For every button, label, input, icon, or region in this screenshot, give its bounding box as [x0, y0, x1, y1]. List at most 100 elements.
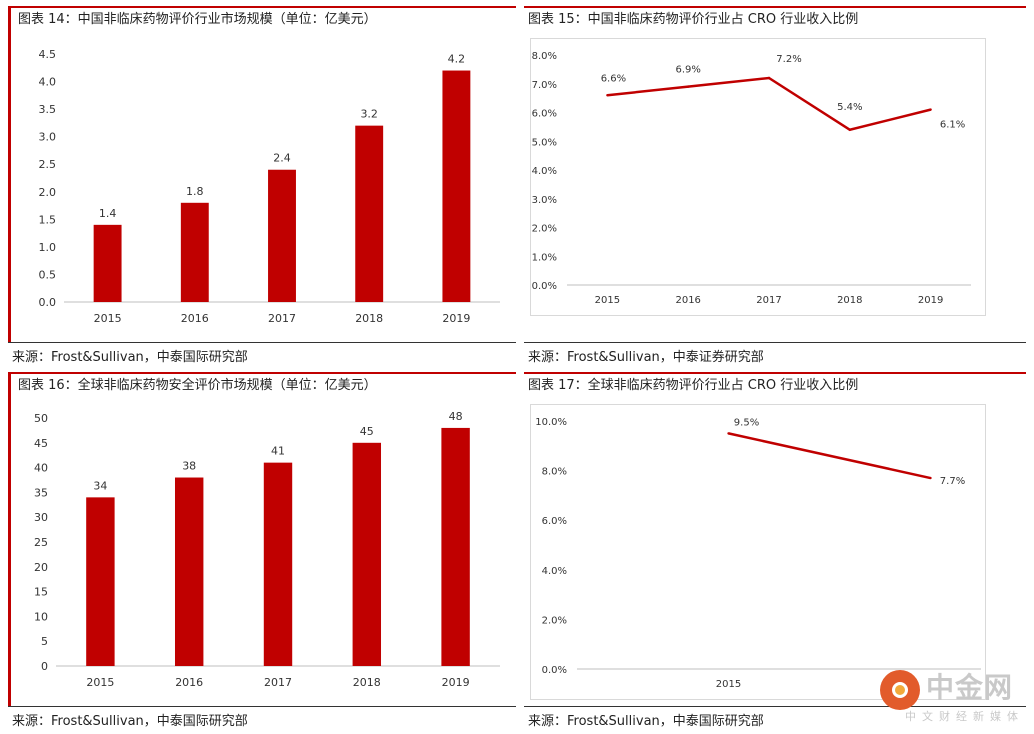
divider	[524, 342, 1026, 343]
x-tick-label: 2015	[595, 295, 620, 306]
data-label: 1.8	[186, 185, 204, 198]
y-tick-label: 0.0	[39, 296, 57, 309]
line-chart-15: 0.0% 1.0% 2.0% 3.0% 4.0% 5.0% 6.0% 7.0% 8.0% 6.6%…	[532, 51, 971, 306]
data-label: 7.2%	[776, 54, 801, 65]
y-tick-label: 20	[34, 561, 48, 574]
chart-title: 图表 15：中国非临床药物评价行业占 CRO 行业收入比例	[524, 6, 1026, 34]
y-tick-label: 5	[41, 635, 48, 648]
data-point	[767, 76, 771, 80]
y-tick-label: 3.5	[39, 103, 57, 116]
x-tick-label: 2017	[264, 676, 292, 689]
data-label: 38	[182, 460, 196, 473]
divider	[524, 706, 1026, 707]
data-label: 3.2	[360, 108, 378, 121]
chart-area: 0 5 10 15 20 25 30 35 40 45 50 34 2015 38 2016 41 2017 45…	[14, 402, 510, 706]
divider	[8, 706, 516, 707]
chart-title: 图表 14：中国非临床药物评价行业市场规模（单位：亿美元）	[8, 6, 516, 34]
watermark-tagline: 中文财经新媒体	[905, 710, 1024, 723]
y-tick-label: 10	[34, 610, 48, 623]
x-tick-label: 2016	[181, 312, 209, 325]
watermark-logo: 中金网 中文财经新媒体	[874, 664, 1024, 724]
x-tick-label: 2017	[756, 295, 781, 306]
bar-chart-14: 0.0 0.5 1.0 1.5 2.0 2.5 3.0 3.5 4.0 4.5 1.4 2015 1.8…	[39, 48, 500, 325]
y-tick-label: 1.0	[39, 241, 57, 254]
panel-chart-15: 图表 15：中国非临床药物评价行业占 CRO 行业收入比例 0.0% 1.0% 2.…	[524, 6, 1026, 368]
panel-chart-16: 图表 16：全球非临床药物安全评价市场规模（单位：亿美元） 0 5 10 15 20 25…	[8, 372, 516, 734]
chart-title: 图表 16：全球非临床药物安全评价市场规模（单位：亿美元）	[8, 372, 516, 400]
x-tick-label: 2018	[837, 295, 862, 306]
logo-icon	[880, 670, 920, 710]
y-tick-label: 50	[34, 412, 48, 425]
x-tick-label: 2019	[442, 312, 470, 325]
data-label: 2.4	[273, 152, 291, 165]
bar	[86, 497, 115, 666]
data-label: 6.9%	[675, 65, 700, 76]
bar-chart-16: 0 5 10 15 20 25 30 35 40 45 50 34 2015 38 2016 41 2017 45…	[34, 410, 500, 689]
watermark-name: 中金网	[926, 671, 1014, 704]
x-tick-label: 2015	[86, 676, 114, 689]
data-point	[929, 476, 932, 480]
y-tick-label: 2.0	[39, 186, 57, 199]
x-tick-label: 2018	[355, 312, 383, 325]
x-tick-label: 2018	[353, 676, 381, 689]
y-tick-label: 6.0%	[532, 109, 557, 120]
data-label: 45	[360, 425, 374, 438]
y-tick-label: 4.0	[39, 76, 57, 89]
bar	[441, 427, 470, 666]
x-tick-label: 2019	[918, 295, 943, 306]
x-tick-label: 2017	[268, 312, 296, 325]
y-tick-label: 0.5	[39, 268, 57, 281]
y-tick-label: 4.0%	[542, 566, 567, 577]
data-label: 1.4	[99, 207, 117, 220]
chart-area: 0.0 0.5 1.0 1.5 2.0 2.5 3.0 3.5 4.0 4.5 1.4 2015 1.8…	[14, 36, 510, 342]
y-tick-label: 2.5	[39, 158, 57, 171]
chart-area: 0.0% 2.0% 4.0% 6.0% 8.0% 10.0% 9.5% 7.7% 2015	[530, 404, 986, 700]
data-label: 34	[93, 479, 107, 492]
data-label: 48	[449, 410, 463, 423]
y-tick-label: 2.0%	[532, 224, 557, 235]
y-tick-label: 3.0	[39, 131, 57, 144]
data-point	[848, 128, 851, 131]
y-tick-label: 7.0%	[532, 80, 557, 91]
panel-left-accent	[8, 8, 11, 342]
bar	[93, 224, 122, 302]
y-tick-label: 5.0%	[532, 137, 557, 148]
bar	[263, 462, 293, 666]
chart-area: 0.0% 1.0% 2.0% 3.0% 4.0% 5.0% 6.0% 7.0% 8.0% 6.6%…	[530, 38, 986, 316]
panel-left-accent	[8, 374, 11, 706]
y-tick-label: 45	[34, 437, 48, 450]
data-label: 6.1%	[940, 120, 965, 131]
x-tick-label: 2015	[716, 679, 741, 690]
y-tick-label: 0	[41, 660, 48, 673]
chart-source: 来源：Frost&Sullivan，中泰国际研究部	[12, 350, 248, 365]
chart-source: 来源：Frost&Sullivan，中泰证券研究部	[528, 350, 764, 365]
bar	[442, 70, 471, 303]
y-tick-label: 3.0%	[532, 195, 557, 206]
chart-source: 来源：Frost&Sullivan，中泰国际研究部	[12, 714, 248, 729]
x-tick-label: 2019	[442, 676, 470, 689]
y-tick-label: 15	[34, 586, 48, 599]
y-tick-label: 6.0%	[542, 516, 567, 527]
y-tick-label: 40	[34, 462, 48, 475]
y-tick-label: 1.0%	[532, 252, 557, 263]
data-label: 9.5%	[734, 417, 759, 428]
bar	[180, 202, 209, 302]
y-tick-label: 8.0%	[542, 467, 567, 478]
panel-chart-17: 图表 17：全球非临床药物评价行业占 CRO 行业收入比例 0.0% 2.0% 4.…	[524, 372, 1026, 734]
y-tick-label: 25	[34, 536, 48, 549]
y-tick-label: 4.0%	[532, 166, 557, 177]
data-point	[929, 108, 932, 111]
data-label: 7.7%	[940, 476, 965, 487]
data-point	[687, 85, 690, 88]
chart-source: 来源：Frost&Sullivan，中泰国际研究部	[528, 714, 764, 729]
data-point	[727, 432, 730, 435]
y-tick-label: 2.0%	[542, 615, 567, 626]
x-tick-label: 2016	[675, 295, 700, 306]
y-tick-label: 35	[34, 486, 48, 499]
data-label: 6.6%	[601, 73, 626, 84]
line-chart-17: 0.0% 2.0% 4.0% 6.0% 8.0% 10.0% 9.5% 7.7% 2015	[535, 417, 981, 690]
chart-title: 图表 17：全球非临床药物评价行业占 CRO 行业收入比例	[524, 372, 1026, 400]
data-label: 41	[271, 445, 285, 458]
data-label: 4.2	[448, 53, 466, 66]
bar	[355, 125, 384, 303]
